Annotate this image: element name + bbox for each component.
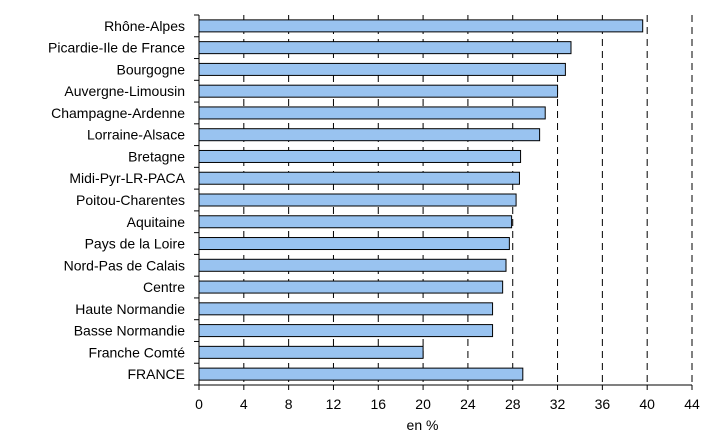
bar-3 — [198, 84, 559, 98]
bar-10 — [198, 237, 510, 251]
bar-12 — [198, 280, 504, 294]
category-label-16: FRANCE — [127, 366, 185, 382]
bar-0 — [198, 19, 644, 33]
x-tick-label-9: 36 — [595, 396, 611, 412]
x-tick-label-1: 4 — [240, 396, 248, 412]
x-tick-label-10: 40 — [639, 396, 655, 412]
x-tick-label-2: 8 — [285, 396, 293, 412]
category-label-1: Picardie-Ile de France — [48, 40, 185, 56]
x-tick-label-8: 32 — [550, 396, 566, 412]
bar-5 — [198, 128, 541, 142]
x-tick-label-3: 12 — [326, 396, 342, 412]
category-label-6: Bretagne — [128, 148, 185, 164]
category-label-4: Champagne-Ardenne — [51, 105, 185, 121]
category-label-5: Lorraine-Alsace — [87, 127, 185, 143]
bar-6 — [198, 149, 522, 163]
category-label-11: Nord-Pas de Calais — [64, 257, 185, 273]
category-labels: Rhône-Alpes Picardie-Ile de France Bourgog… — [48, 18, 186, 382]
bar-14 — [198, 324, 494, 338]
x-tick-label-6: 24 — [460, 396, 476, 412]
category-label-7: Midi-Pyr-LR-PACA — [69, 170, 185, 186]
category-label-9: Aquitaine — [127, 214, 186, 230]
x-tick-label-0: 0 — [195, 396, 203, 412]
bar-9 — [198, 215, 513, 229]
bars — [198, 19, 644, 381]
category-label-13: Haute Normandie — [75, 301, 185, 317]
x-tick-label-7: 28 — [505, 396, 521, 412]
category-label-0: Rhône-Alpes — [104, 18, 185, 34]
bar-15 — [198, 345, 424, 359]
category-label-12: Centre — [143, 279, 185, 295]
bar-13 — [198, 302, 494, 316]
x-axis-ticks: 0 4 8 12 16 20 24 28 32 36 40 44 — [194, 14, 700, 412]
category-label-2: Bourgogne — [116, 61, 185, 77]
category-label-14: Basse Normandie — [74, 323, 185, 339]
x-tick-label-5: 20 — [415, 396, 431, 412]
x-tick-label-11: 44 — [684, 396, 700, 412]
bar-11 — [198, 258, 507, 272]
x-axis-title: en % — [407, 417, 439, 433]
bar-4 — [198, 106, 546, 120]
bar-7 — [198, 171, 520, 185]
bar-16 — [198, 367, 524, 381]
category-label-8: Poitou-Charentes — [76, 192, 185, 208]
category-label-3: Auvergne-Limousin — [64, 83, 185, 99]
bar-2 — [198, 62, 566, 76]
category-label-10: Pays de la Loire — [85, 236, 186, 252]
bar-1 — [198, 41, 572, 55]
category-label-15: Franche Comté — [89, 344, 186, 360]
bar-8 — [198, 193, 517, 207]
x-tick-label-4: 16 — [370, 396, 386, 412]
